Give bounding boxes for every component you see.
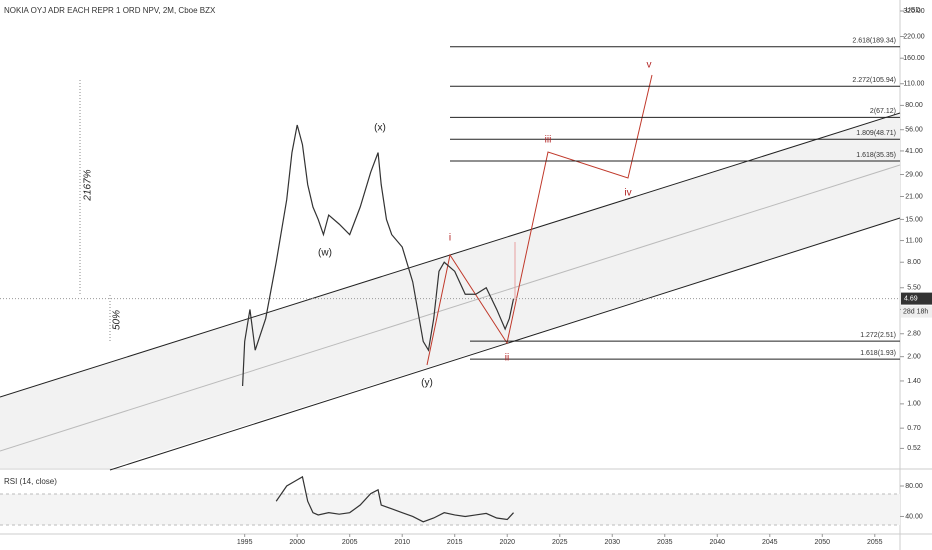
measure-label: 2167% — [83, 169, 94, 201]
x-tick-label: 2045 — [762, 539, 778, 546]
y-tick-label: 1.40 — [907, 378, 921, 385]
x-tick-label: 2025 — [552, 539, 568, 546]
impulse-label: iv — [624, 188, 631, 199]
fib-label: 1.618(35.35) — [856, 152, 896, 159]
wave-label: (x) — [374, 123, 386, 134]
fib-label: 1.618(1.93) — [860, 350, 896, 357]
y-tick-label: 11.00 — [906, 237, 923, 244]
channel-mid — [0, 164, 901, 452]
y-tick-label: 15.00 — [905, 216, 923, 223]
wave-label: (y) — [421, 378, 433, 389]
y-tick-label: 320.00 — [903, 8, 925, 15]
y-tick-label: 56.00 — [905, 127, 923, 134]
fib-label: 2(67.12) — [870, 108, 896, 115]
impulse-label: iii — [545, 135, 552, 146]
countdown-box — [901, 305, 932, 318]
y-tick-label: 41.00 — [905, 148, 923, 155]
y-tick-label: 160.00 — [903, 55, 925, 62]
y-tick-label: 220.00 — [903, 33, 925, 40]
y-tick-label: 21.00 — [905, 193, 923, 200]
countdown-label: 28d 18h — [903, 308, 928, 315]
last-price-label: 4.69 — [904, 295, 918, 302]
y-tick-label: 0.70 — [907, 425, 921, 432]
y-tick-label: 2.80 — [907, 331, 921, 338]
y-tick-label: 0.52 — [907, 445, 921, 452]
y-tick-label: 1.00 — [907, 401, 921, 408]
x-tick-label: 2010 — [394, 539, 410, 546]
x-tick-label: 1995 — [237, 539, 253, 546]
x-tick-label: 2035 — [657, 539, 673, 546]
y-tick-label: 110.00 — [904, 81, 925, 88]
y-tick-label: 5.50 — [907, 285, 921, 292]
measure-label: 50% — [112, 310, 123, 330]
x-tick-label: 2055 — [867, 539, 883, 546]
x-tick-label: 2000 — [289, 539, 305, 546]
y-axis-label: USD — [906, 7, 921, 14]
x-tick-label: 2040 — [709, 539, 725, 546]
x-tick-label: 2015 — [447, 539, 463, 546]
x-tick-label: 2005 — [342, 539, 358, 546]
impulse-label: ii — [505, 353, 509, 364]
price-line — [241, 124, 515, 387]
y-tick-label: 80.00 — [905, 102, 923, 109]
fib-label: 1.272(2.51) — [860, 332, 896, 339]
chart-title: NOKIA OYJ ADR EACH REPR 1 ORD NPV, 2M, C… — [4, 6, 216, 15]
x-tick-label: 2050 — [814, 539, 830, 546]
fib-label: 2.272(105.94) — [852, 77, 896, 84]
rsi-line — [275, 475, 514, 523]
y-tick-label: 80.00 — [905, 483, 923, 490]
impulse-label: v — [647, 60, 652, 71]
rsi-band — [0, 494, 900, 525]
x-tick-label: 2030 — [604, 539, 620, 546]
y-tick-label: 40.00 — [905, 513, 923, 520]
fib-label: 2.618(189.34) — [852, 38, 896, 45]
impulse-label: i — [449, 233, 451, 244]
y-tick-label: 29.00 — [905, 171, 923, 178]
fib-label: 1.809(48.71) — [856, 130, 896, 137]
rsi-title: RSI (14, close) — [4, 477, 57, 486]
y-tick-label: 8.00 — [907, 259, 921, 266]
channel-lower — [109, 217, 901, 471]
y-tick-label: 2.00 — [907, 353, 921, 360]
last-price-box — [901, 292, 932, 305]
x-tick-label: 2020 — [499, 539, 515, 546]
wave-label: (w) — [318, 248, 332, 259]
